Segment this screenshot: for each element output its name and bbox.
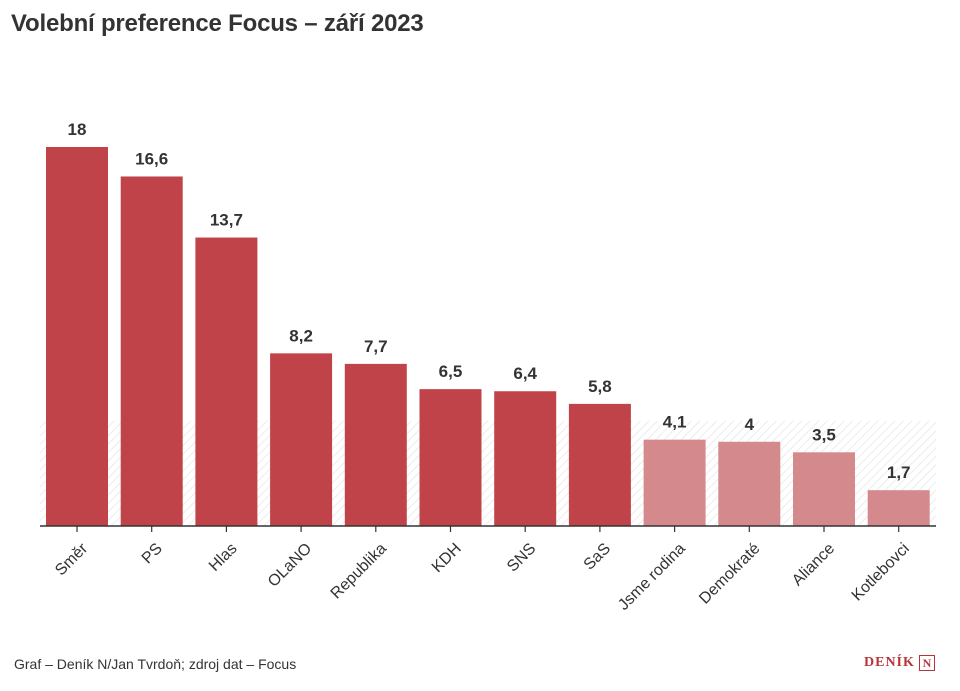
bar [568, 403, 631, 526]
bar [270, 353, 333, 526]
x-ticks-group [76, 526, 900, 532]
bar [718, 441, 781, 526]
value-label: 5,8 [588, 377, 612, 396]
value-label: 4 [745, 415, 755, 434]
bar [643, 439, 706, 526]
value-label: 6,5 [439, 362, 463, 381]
category-label: Směr [52, 540, 92, 580]
category-labels-group: Směr PS Hlas OLaNO Republika KDH SNS SaS Jsme ro… [52, 540, 913, 614]
value-label: 16,6 [135, 149, 168, 168]
bar [46, 147, 108, 526]
category-label: OLaNO [265, 540, 315, 590]
value-label: 6,4 [513, 364, 537, 383]
chart-title: Volební preference Focus – září 2023 [11, 10, 424, 37]
value-label: 8,2 [289, 326, 313, 345]
logo-text: DENÍK [864, 655, 915, 670]
category-label: Republika [328, 540, 390, 602]
bar [494, 391, 557, 526]
bars-group [46, 147, 930, 527]
category-label: SNS [504, 540, 539, 575]
source-credit: Graf – Deník N/Jan Tvrdoň; zdroj dat – F… [14, 656, 297, 672]
category-label: Kotlebovci [849, 540, 913, 604]
bar [120, 176, 183, 526]
category-label: KDH [429, 540, 465, 576]
category-label: Aliance [789, 540, 838, 589]
logo-n-box: N [918, 655, 935, 671]
value-label: 7,7 [364, 337, 388, 356]
value-labels-group: 18 16,6 13,7 8,2 7,7 6,5 6,4 5,8 4,1 4 3,5 1,7 [68, 120, 911, 482]
bar [344, 363, 407, 526]
bar [867, 490, 930, 526]
denik-n-logo: DENÍK N [864, 655, 935, 671]
bar [793, 452, 855, 526]
value-label: 18 [68, 120, 87, 139]
bar [419, 389, 482, 526]
category-label: SaS [581, 540, 614, 573]
value-label: 3,5 [812, 425, 836, 444]
category-label: Demokraté [696, 540, 763, 607]
category-label: Hlas [206, 540, 241, 575]
threshold-band [40, 420, 936, 526]
category-label: PS [139, 540, 166, 567]
bar [195, 237, 258, 527]
value-label: 13,7 [210, 211, 243, 230]
category-label: Jsme rodina [615, 540, 689, 614]
value-label: 4,1 [663, 413, 687, 432]
value-label: 1,7 [887, 463, 911, 482]
